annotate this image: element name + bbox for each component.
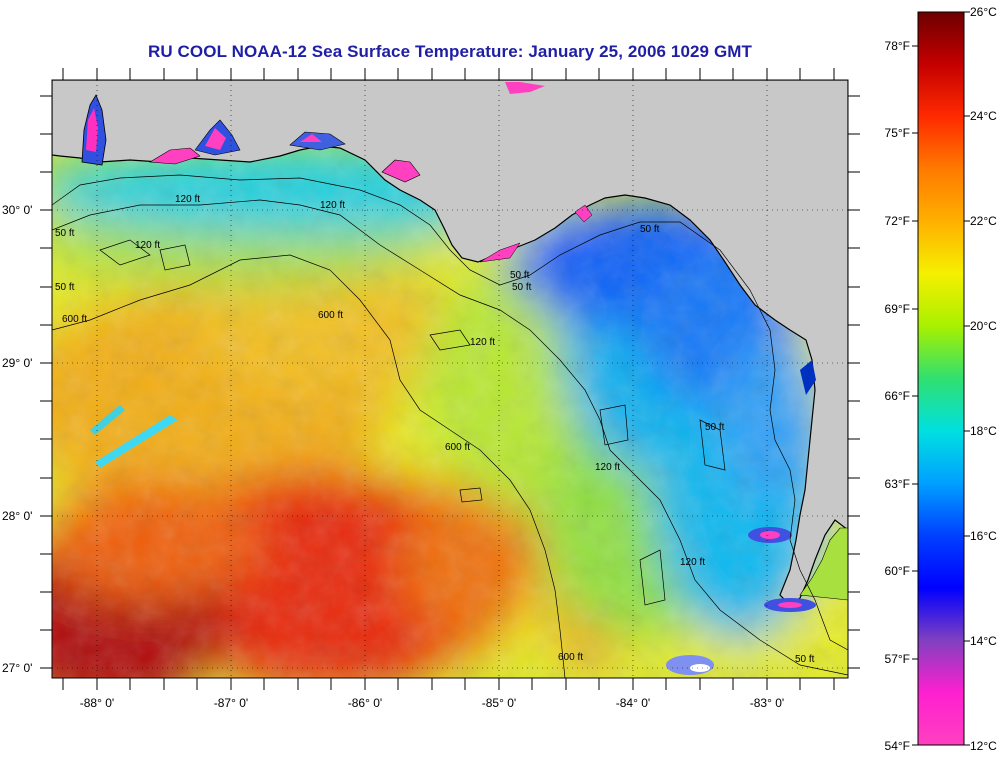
celsius-label: 26°C [970,5,997,19]
apalachee-bay-marsh [479,242,521,263]
celsius-label: 16°C [970,529,997,543]
bathymetry-contours [52,174,848,678]
cedar-key [574,204,593,223]
celsius-label: 20°C [970,319,997,333]
fahrenheit-label: 75°F [885,126,910,140]
contour-label: 50 ft [795,654,815,665]
contour-label: 600 ft [318,310,343,321]
contour-label: 600 ft [62,314,87,325]
contour-600ft [52,254,566,678]
celsius-label: 24°C [970,109,997,123]
contour-label: 120 ft [595,462,620,473]
contour-label: 120 ft [175,194,200,205]
celsius-label: 14°C [970,634,997,648]
fahrenheit-label: 78°F [885,39,910,53]
fahrenheit-label: 69°F [885,302,910,316]
contour-label: 600 ft [445,442,470,453]
latitude-labels: 30° 0' 29° 0' 28° 0' 27° 0' [2,203,32,675]
lon-label: -86° 0' [348,696,382,710]
fahrenheit-label: 60°F [885,564,910,578]
lat-label: 28° 0' [2,509,32,523]
lon-label: -83° 0' [750,696,784,710]
lon-label: -84° 0' [616,696,650,710]
colorbar-scale [917,11,965,746]
contour-label: 120 ft [680,557,705,568]
contour-label: 50 ft [640,224,660,235]
colorbar-ticks [912,11,970,746]
plot-frame [51,79,849,679]
lake-blue [800,360,816,395]
celsius-label: 12°C [970,739,997,753]
contour-label: 50 ft [55,282,75,293]
celsius-label: 22°C [970,214,997,228]
contour-label: 120 ft [135,240,160,251]
contour-labels: 50 ft 120 ft 600 ft 120 ft 50 ft 50 ft 1… [55,194,815,665]
lat-label: 30° 0' [2,203,32,217]
lon-label: -85° 0' [482,696,516,710]
pensacola-bay [149,147,201,165]
contour-label: 120 ft [470,337,495,348]
celsius-label: 18°C [970,424,997,438]
contour-label: 50 ft [512,282,532,293]
lat-label: 27° 0' [2,661,32,675]
longitude-labels: -88° 0' -87° 0' -86° 0' -85° 0' -84° 0' … [80,696,784,710]
fahrenheit-label: 72°F [885,214,910,228]
map-title: RU COOL NOAA-12 Sea Surface Temperature:… [147,42,753,61]
fahrenheit-label: 57°F [885,652,910,666]
apalachicola-bay [381,159,421,183]
tampa-bay [799,527,848,601]
plot-area: 50 ft 120 ft 600 ft 120 ft 50 ft 50 ft 1… [52,80,848,678]
fahrenheit-label: 54°F [885,739,910,753]
fahrenheit-label: 66°F [885,389,910,403]
contour-label: 50 ft [55,228,75,239]
lon-label: -88° 0' [80,696,114,710]
fahrenheit-label: 63°F [885,477,910,491]
land-mass [52,80,848,606]
contour-label: 50 ft [510,270,530,281]
lat-label: 29° 0' [2,356,32,370]
lon-label: -87° 0' [214,696,248,710]
contour-label: 600 ft [558,652,583,663]
ticks [40,68,860,690]
contour-label: 50 ft [705,422,725,433]
contour-label: 120 ft [320,200,345,211]
colorbar: 26°C 24°C 22°C 20°C 18°C 16°C 14°C 12°C … [885,5,998,753]
contour-50ft [52,174,848,651]
contour-120ft [52,199,848,676]
